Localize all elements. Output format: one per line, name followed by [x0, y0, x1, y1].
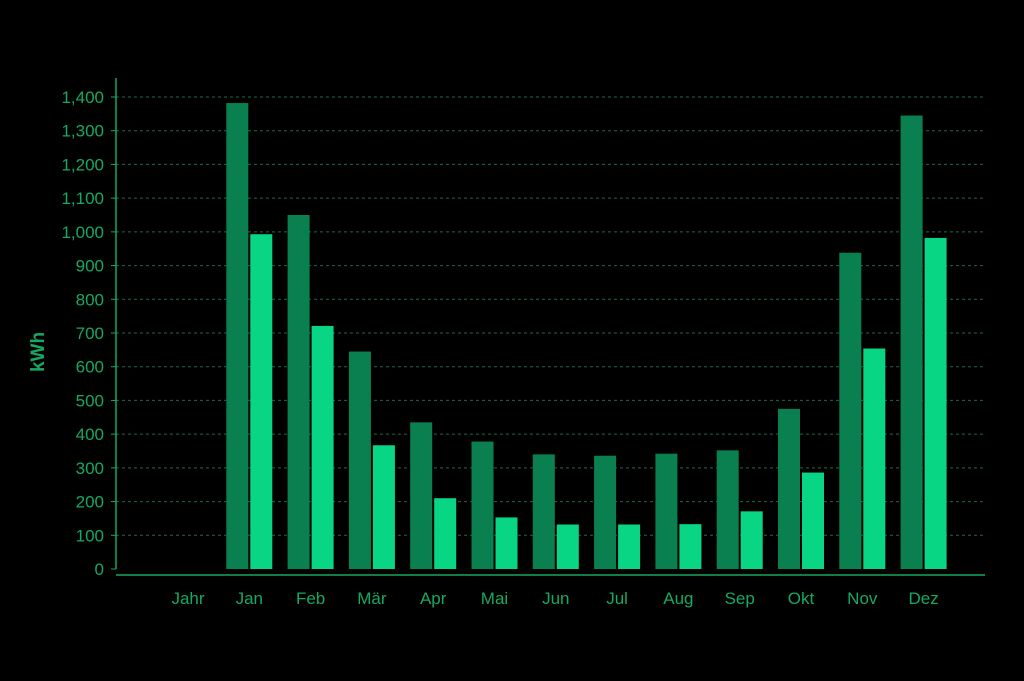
- y-tick-label: 100: [76, 526, 104, 545]
- bar-series-2: [556, 524, 579, 569]
- x-tick-label: Dez: [908, 589, 938, 608]
- bar-series-1: [410, 422, 433, 569]
- bar-series-1: [716, 450, 739, 569]
- x-tick-label: Jan: [236, 589, 263, 608]
- y-tick-label: 1,100: [61, 189, 104, 208]
- y-tick-label: 300: [76, 459, 104, 478]
- bar-series-2: [311, 325, 334, 569]
- x-tick-label: Okt: [788, 589, 815, 608]
- x-tick-label: Jun: [542, 589, 569, 608]
- bar-series-1: [532, 454, 555, 569]
- bar-series-1: [471, 441, 494, 569]
- bar-series-1: [594, 455, 617, 569]
- bar-series-2: [802, 472, 824, 569]
- x-tick-label: Feb: [296, 589, 325, 608]
- y-tick-label: 600: [76, 358, 104, 377]
- bar-series-2: [679, 524, 702, 569]
- bar-series-1: [348, 351, 371, 569]
- x-tick-label: Sep: [725, 589, 755, 608]
- bar-series-2: [372, 445, 395, 569]
- bars: [226, 103, 947, 570]
- bar-series-2: [740, 511, 763, 569]
- y-tick-label: 0: [95, 560, 104, 579]
- y-axis-title: kWh: [28, 332, 49, 372]
- bar-series-1: [900, 115, 923, 570]
- x-tick-label: Mai: [481, 589, 508, 608]
- x-tick-label: Apr: [420, 589, 447, 608]
- bar-series-1: [287, 215, 310, 569]
- y-tick-label: 1,200: [61, 155, 104, 174]
- y-tick-label: 700: [76, 324, 104, 343]
- bar-series-2: [434, 498, 457, 569]
- bar-series-1: [655, 453, 678, 569]
- bar-series-2: [495, 517, 518, 569]
- bar-series-1: [778, 408, 800, 569]
- y-tick-label: 1,400: [61, 88, 104, 107]
- y-tick-label: 200: [76, 493, 104, 512]
- x-tick-label: Nov: [847, 589, 878, 608]
- y-tick-label: 500: [76, 391, 104, 410]
- bar-series-2: [618, 524, 641, 569]
- y-tick-label: 800: [76, 290, 104, 309]
- x-tick-labels: Jahr Jan Feb Mär Apr Mai Jun Jul Aug Sep Okt Nov Dez: [171, 589, 938, 608]
- y-tick-label: 400: [76, 425, 104, 444]
- axes: [115, 78, 985, 576]
- bar-series-2: [863, 348, 886, 569]
- bar-series-2: [250, 234, 273, 569]
- x-tick-label: Mär: [357, 589, 387, 608]
- x-tick-label: Jul: [606, 589, 628, 608]
- y-tick-label: 900: [76, 257, 104, 276]
- bar-series-2: [924, 237, 947, 569]
- y-tick-label: 1,000: [61, 223, 104, 242]
- x-tick-label: Jahr: [171, 589, 204, 608]
- bar-series-1: [226, 103, 249, 569]
- y-tick-labels: 0 100 200 300 400 500 600 700 800 900 1,000 1,100 1,…: [61, 88, 104, 579]
- x-tick-label: Aug: [663, 589, 693, 608]
- bar-series-1: [839, 252, 862, 569]
- y-tick-label: 1,300: [61, 122, 104, 141]
